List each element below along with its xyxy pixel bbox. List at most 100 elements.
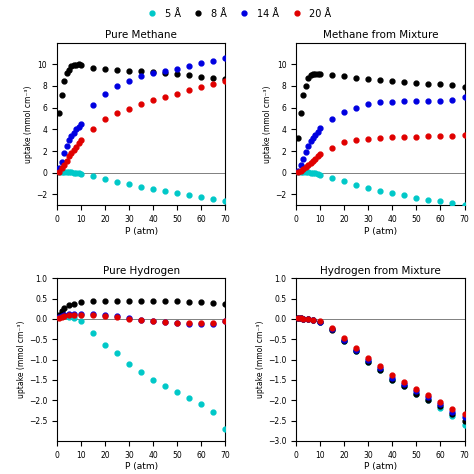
Point [55, 314, 63, 321]
Point [307, 72, 314, 79]
Point [425, 393, 432, 401]
Point [304, 142, 312, 149]
Point [75, 169, 82, 177]
Point [365, 358, 372, 365]
Point [113, 350, 121, 357]
Point [67, 149, 75, 157]
Point [137, 316, 145, 324]
Point [449, 132, 456, 140]
Point [58, 313, 65, 321]
Point [73, 126, 80, 133]
Point [389, 374, 396, 382]
Point [149, 317, 157, 325]
Point [340, 138, 348, 146]
Point [449, 405, 456, 413]
Point [77, 120, 85, 128]
Point [161, 187, 169, 194]
Point [173, 298, 181, 305]
Point [437, 198, 444, 205]
Point [101, 311, 109, 319]
Point [101, 175, 109, 183]
Point [77, 170, 85, 178]
Point [449, 410, 456, 418]
Point [389, 376, 396, 383]
Point [304, 161, 312, 169]
Point [63, 157, 70, 164]
Point [210, 195, 217, 202]
Point [316, 319, 324, 326]
Legend: 5 Å, 8 Å, 14 Å, 20 Å: 5 Å, 8 Å, 14 Å, 20 Å [139, 5, 335, 23]
Point [309, 70, 317, 78]
Point [401, 97, 408, 105]
Point [401, 378, 408, 386]
Point [113, 313, 121, 321]
Point [300, 315, 307, 322]
Point [353, 347, 360, 355]
Point [376, 366, 384, 374]
Y-axis label: uptake (mmol cm⁻³): uptake (mmol cm⁻³) [256, 321, 265, 398]
Point [185, 63, 193, 70]
Point [149, 96, 157, 104]
Point [60, 312, 68, 320]
Point [425, 396, 432, 404]
Point [449, 96, 456, 104]
Point [58, 312, 65, 319]
X-axis label: P (atm): P (atm) [125, 462, 158, 471]
Point [125, 360, 133, 367]
Point [412, 97, 420, 105]
Point [149, 69, 157, 77]
Point [55, 311, 63, 319]
Point [221, 54, 229, 62]
Point [412, 390, 420, 398]
Point [311, 131, 319, 138]
Point [389, 190, 396, 197]
X-axis label: P (atm): P (atm) [364, 227, 397, 236]
Point [309, 316, 317, 324]
Point [353, 74, 360, 82]
Point [58, 164, 65, 172]
Point [60, 161, 68, 169]
Point [295, 314, 302, 322]
Point [77, 317, 85, 325]
Point [389, 371, 396, 379]
Point [149, 317, 157, 325]
Title: Pure Methane: Pure Methane [105, 30, 177, 40]
Point [376, 364, 384, 372]
Point [461, 201, 468, 209]
Point [449, 413, 456, 420]
Point [185, 319, 193, 327]
Point [304, 316, 312, 323]
Point [125, 315, 133, 322]
Point [58, 307, 65, 315]
Point [70, 62, 78, 69]
Point [389, 376, 396, 383]
Point [137, 368, 145, 375]
Y-axis label: uptake (mmol cm⁻³): uptake (mmol cm⁻³) [24, 85, 33, 163]
Point [437, 133, 444, 140]
Point [340, 336, 348, 344]
Point [311, 155, 319, 163]
Point [461, 413, 468, 421]
Point [161, 93, 169, 100]
Point [328, 144, 336, 152]
Point [89, 297, 97, 305]
Point [58, 312, 65, 319]
Point [60, 149, 68, 157]
Point [309, 134, 317, 142]
Point [101, 90, 109, 97]
Point [309, 157, 317, 164]
Point [70, 314, 78, 322]
Point [77, 311, 85, 319]
Point [55, 164, 63, 172]
Point [401, 382, 408, 390]
Point [340, 108, 348, 116]
Point [101, 65, 109, 73]
Point [297, 314, 305, 322]
Point [297, 314, 305, 322]
Point [376, 366, 384, 374]
Point [425, 196, 432, 203]
Point [376, 134, 384, 142]
Point [316, 318, 324, 326]
Point [376, 187, 384, 194]
Point [77, 298, 85, 306]
